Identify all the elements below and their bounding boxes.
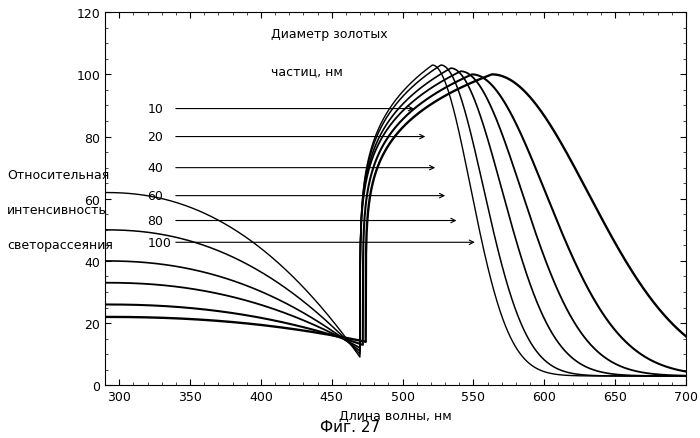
Text: Фиг. 27: Фиг. 27	[320, 419, 380, 434]
Text: 60: 60	[148, 190, 163, 203]
Text: интенсивность: интенсивность	[7, 204, 107, 217]
Text: 40: 40	[148, 162, 163, 175]
Text: 80: 80	[148, 215, 164, 227]
Text: светорассеяния: светорассеяния	[7, 239, 113, 252]
X-axis label: Длина волны, нм: Длина волны, нм	[339, 409, 452, 422]
Text: 20: 20	[148, 131, 163, 144]
Text: частиц, нм: частиц, нм	[271, 65, 342, 78]
Text: 10: 10	[148, 103, 163, 116]
Text: 100: 100	[148, 236, 172, 249]
Text: Относительная: Относительная	[7, 169, 109, 182]
Text: Диаметр золотых: Диаметр золотых	[271, 28, 387, 41]
